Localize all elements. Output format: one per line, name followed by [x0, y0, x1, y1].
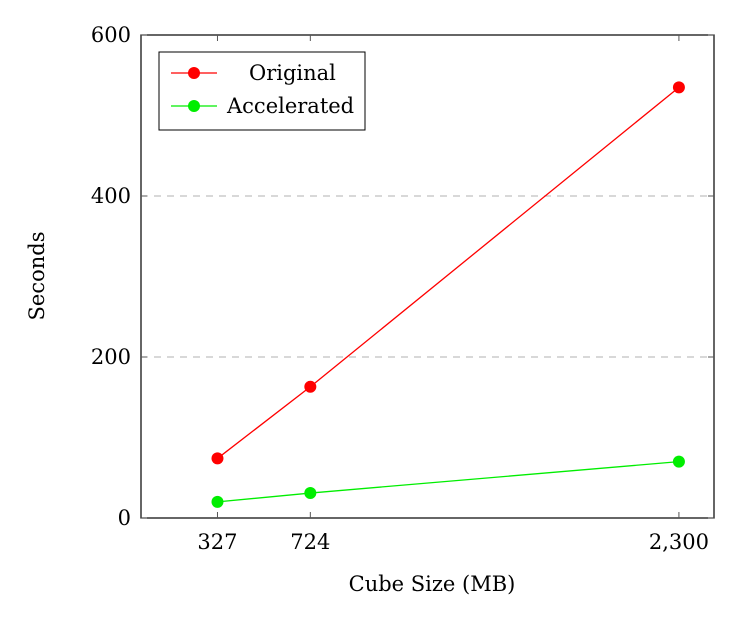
data-point-accelerated: [211, 495, 224, 508]
legend-marker-original: [188, 67, 200, 79]
y-tick-label: 200: [91, 345, 131, 369]
axis-ticks: [141, 34, 714, 519]
y-tick-label: 400: [91, 184, 131, 208]
legend: Original Accelerated: [158, 51, 366, 131]
series-line-accelerated: [217, 461, 679, 503]
legend-box: [158, 51, 366, 131]
y-axis-label: Seconds: [25, 232, 49, 321]
plot-frame: [140, 34, 715, 519]
x-tick-label: 724: [290, 530, 330, 554]
x-tick-label: 2,300: [649, 530, 709, 554]
legend-label-original: Original: [249, 61, 336, 85]
grid: [141, 195, 714, 358]
data-point-accelerated: [672, 455, 685, 468]
x-tick-labels: 327 724 2,300: [197, 530, 709, 554]
y-tick-labels: 0 200 400 600: [91, 23, 131, 530]
x-axis-label: Cube Size (MB): [349, 572, 516, 596]
x-tick-label: 327: [197, 530, 237, 554]
data-point-accelerated: [304, 487, 317, 500]
data-point-original: [672, 81, 685, 94]
series-layer: [211, 81, 685, 508]
data-point-original: [304, 380, 317, 393]
legend-marker-accelerated: [188, 100, 200, 112]
legend-label-accelerated: Accelerated: [226, 94, 354, 118]
y-tick-label: 600: [91, 23, 131, 47]
data-point-original: [211, 452, 224, 465]
y-tick-label: 0: [118, 506, 131, 530]
series-line-original: [217, 86, 680, 459]
